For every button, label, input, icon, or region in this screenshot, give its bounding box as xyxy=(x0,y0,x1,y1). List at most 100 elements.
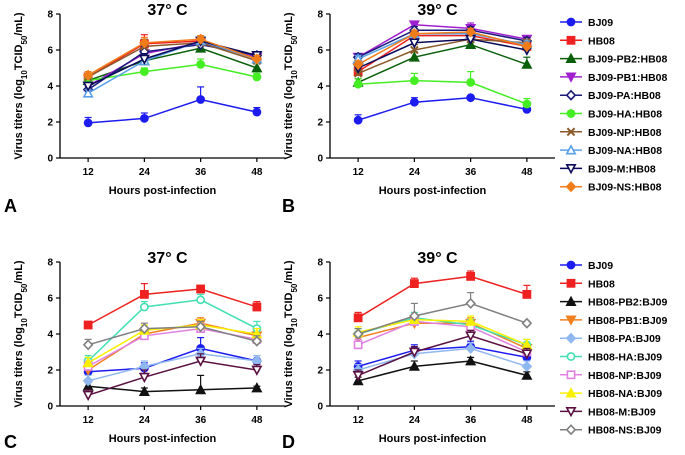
legend-label: BJ09 xyxy=(588,260,613,272)
panel-letter: B xyxy=(282,196,295,216)
y-tick-label: 6 xyxy=(47,294,53,305)
x-tick-label: 24 xyxy=(409,167,421,178)
x-tick-label: 48 xyxy=(251,415,263,426)
y-axis-label-subscript: 10 xyxy=(290,318,299,327)
data-point xyxy=(139,323,150,335)
data-point xyxy=(353,313,363,323)
legend-marker xyxy=(566,370,576,380)
y-axis-label: Virus titers (log10TCID50/mL) xyxy=(283,12,299,160)
y-axis-label-subscript: 10 xyxy=(20,318,29,327)
legend-label: HB08-NS:BJ09 xyxy=(588,425,662,437)
series-line xyxy=(358,79,528,105)
legend-marker xyxy=(566,35,576,45)
y-axis-label-subscript: 50 xyxy=(20,283,29,292)
series-line xyxy=(87,42,258,78)
y-tick-label: 6 xyxy=(317,46,323,57)
legend-marker xyxy=(565,164,577,175)
data-point xyxy=(195,383,207,395)
series xyxy=(352,26,533,70)
data-point xyxy=(251,365,263,376)
x-tick-label: 24 xyxy=(409,415,421,426)
data-point xyxy=(82,390,94,402)
x-tick-label: 12 xyxy=(83,415,95,426)
y-tick-label: 0 xyxy=(317,154,323,165)
series-line xyxy=(357,96,528,121)
series xyxy=(352,342,533,376)
x-axis-label: Hours post-infection xyxy=(379,433,487,445)
y-tick-label: 0 xyxy=(317,402,323,413)
series-line xyxy=(357,302,528,335)
x-tick-label: 36 xyxy=(195,167,207,178)
series xyxy=(352,355,533,386)
series-line xyxy=(87,326,258,346)
data-point xyxy=(252,72,262,82)
series-line xyxy=(357,31,528,66)
series-line xyxy=(87,360,257,396)
y-tick-label: 8 xyxy=(47,258,53,269)
series-line xyxy=(357,38,527,75)
data-point xyxy=(352,370,364,382)
y-tick-label: 4 xyxy=(317,82,323,93)
data-point xyxy=(408,347,420,358)
y-axis-label-part: /mL) xyxy=(13,12,25,36)
y-axis-label: Virus titers (log10TCID50/mL) xyxy=(13,260,29,408)
series xyxy=(353,270,532,323)
series-line xyxy=(357,345,528,368)
data-point xyxy=(82,356,94,368)
data-point xyxy=(82,81,94,92)
legend-marker xyxy=(565,89,577,101)
data-point xyxy=(252,302,262,312)
x-axis-label: Hours post-infection xyxy=(379,185,487,197)
legend-marker xyxy=(566,109,576,118)
series-line xyxy=(357,29,528,58)
data-point xyxy=(466,78,476,87)
y-axis-label-part: Virus titers (log xyxy=(13,79,25,159)
series-line xyxy=(87,40,258,87)
data-point xyxy=(521,317,533,329)
legend-marker xyxy=(566,17,576,27)
x-tick-label: 48 xyxy=(521,167,533,178)
data-point xyxy=(521,58,533,69)
data-point xyxy=(352,58,364,70)
legend-marker xyxy=(565,424,577,436)
y-axis-label-part: /mL) xyxy=(283,260,295,284)
data-point xyxy=(409,310,420,322)
y-tick-label: 0 xyxy=(47,154,53,165)
series xyxy=(83,293,262,366)
series-line xyxy=(87,40,258,94)
data-point xyxy=(466,93,476,103)
series xyxy=(352,329,533,382)
legend-marker xyxy=(565,406,577,418)
chart-title: 37° C xyxy=(147,2,188,19)
series-line xyxy=(88,385,257,393)
legend-label: HB08-PB1:BJ09 xyxy=(588,315,668,327)
data-point xyxy=(409,97,419,107)
x-tick-label: 36 xyxy=(195,415,207,426)
series-line xyxy=(87,288,258,326)
series-line xyxy=(87,38,258,76)
y-tick-label: 4 xyxy=(47,82,53,93)
series-line xyxy=(357,335,528,377)
data-point xyxy=(465,315,477,326)
series xyxy=(82,35,263,98)
series xyxy=(353,311,532,350)
data-point xyxy=(138,372,150,384)
legend-label: BJ09-M:HB08 xyxy=(588,163,656,175)
data-point xyxy=(82,375,94,387)
x-axis-label: Hours post-infection xyxy=(109,185,217,197)
legend-label: BJ09-NS:HB08 xyxy=(588,182,662,194)
y-axis-label: Virus titers (log10TCID50/mL) xyxy=(283,260,299,408)
data-point xyxy=(465,342,476,354)
data-point xyxy=(465,331,477,342)
x-axis-label: Hours post-infection xyxy=(109,433,217,445)
legend-marker xyxy=(565,387,577,398)
y-axis-label-part: Virus titers (log xyxy=(13,327,25,407)
data-point xyxy=(409,28,420,40)
data-point xyxy=(353,340,363,350)
series xyxy=(352,292,533,340)
data-point xyxy=(408,360,420,371)
